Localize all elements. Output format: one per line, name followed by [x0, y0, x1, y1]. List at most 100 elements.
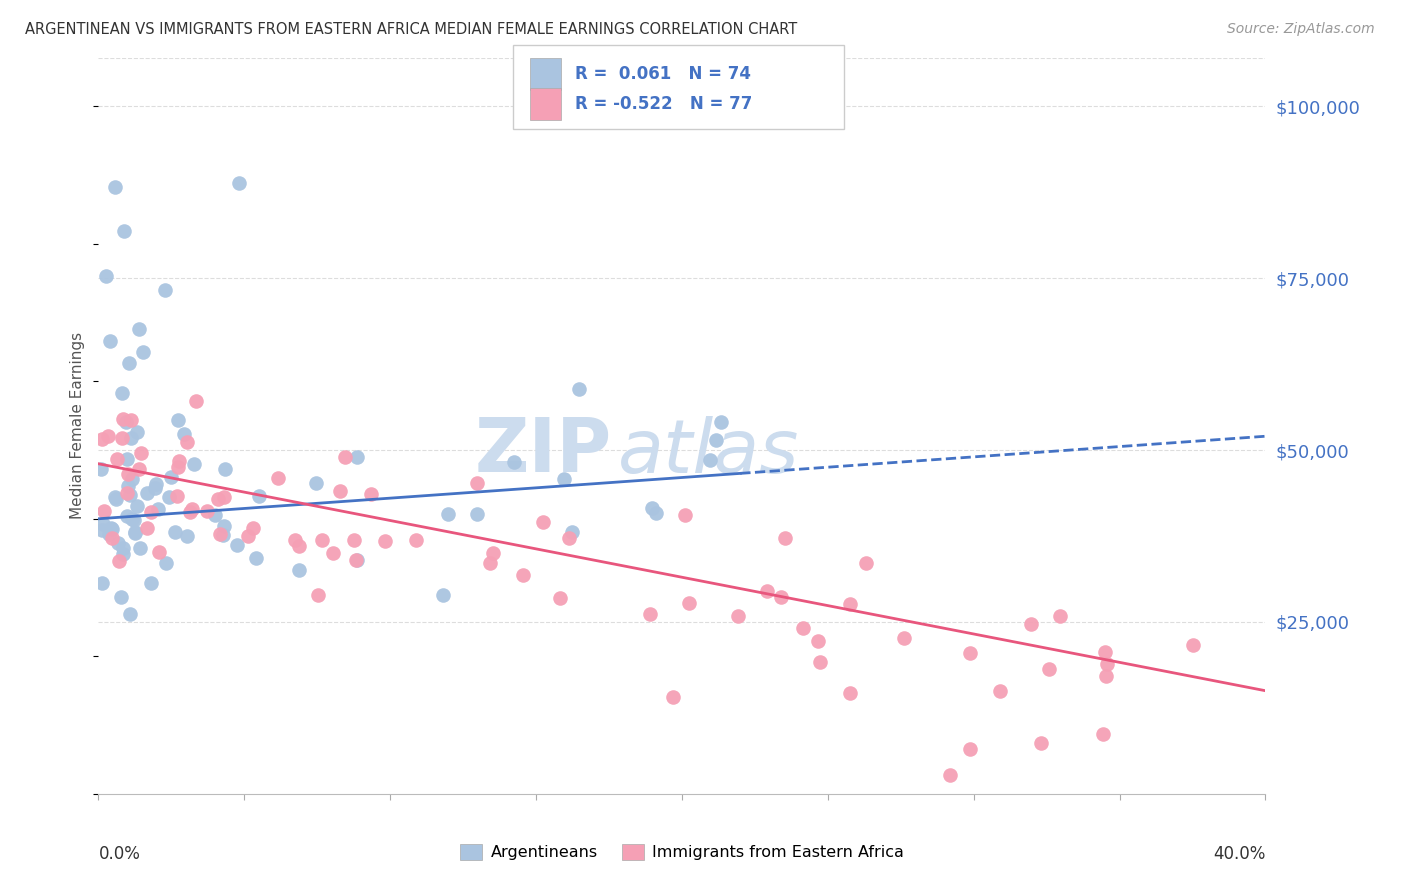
Point	[120, 431, 142, 445]
Point	[105, 452, 128, 467]
Point	[97, 527, 120, 541]
Point	[465, 475, 488, 490]
Point	[110, 431, 132, 445]
Point	[699, 453, 721, 467]
Point	[124, 524, 146, 539]
Point	[115, 451, 138, 466]
Point	[120, 488, 142, 502]
Point	[176, 434, 198, 449]
Point	[115, 415, 138, 429]
Point	[195, 504, 218, 518]
Point	[97, 429, 120, 443]
Text: R = -0.522   N = 77: R = -0.522 N = 77	[575, 95, 752, 113]
Point	[247, 489, 270, 503]
Point	[305, 476, 328, 491]
Point	[111, 547, 134, 561]
Point	[104, 490, 127, 504]
Point	[100, 334, 122, 349]
Point	[91, 523, 114, 537]
Point	[127, 425, 149, 439]
Point	[228, 176, 250, 190]
Point	[838, 597, 860, 611]
Point	[503, 455, 526, 469]
Point	[135, 521, 157, 535]
Point	[465, 507, 488, 521]
Point	[990, 683, 1012, 698]
Point	[128, 462, 150, 476]
Point	[128, 321, 150, 335]
Point	[553, 472, 575, 486]
Point	[120, 412, 142, 426]
Point	[704, 433, 727, 447]
Point	[436, 507, 458, 521]
Point	[346, 450, 368, 465]
Point	[121, 472, 143, 486]
Point	[105, 492, 128, 507]
Point	[165, 525, 187, 540]
Point	[155, 556, 177, 570]
Point	[153, 283, 176, 297]
Point	[288, 539, 311, 553]
Point	[160, 470, 183, 484]
Point	[673, 508, 696, 522]
Point	[773, 532, 796, 546]
Text: R =  0.061   N = 74: R = 0.061 N = 74	[575, 65, 751, 83]
Point	[360, 487, 382, 501]
Point	[531, 515, 554, 529]
Point	[512, 568, 534, 582]
Point	[101, 522, 124, 536]
Point	[91, 516, 114, 531]
Point	[661, 690, 683, 704]
Point	[112, 412, 135, 426]
Point	[678, 596, 700, 610]
Point	[727, 609, 749, 624]
Point	[129, 446, 152, 460]
Point	[807, 633, 830, 648]
Point	[548, 591, 571, 605]
Point	[141, 575, 163, 590]
Point	[558, 532, 581, 546]
Point	[179, 505, 201, 519]
Text: atlas: atlas	[617, 416, 799, 488]
Point	[242, 521, 264, 535]
Point	[307, 589, 329, 603]
Point	[110, 590, 132, 604]
Point	[288, 563, 311, 577]
Point	[121, 512, 143, 526]
Point	[166, 489, 188, 503]
Legend: Argentineans, Immigrants from Eastern Africa: Argentineans, Immigrants from Eastern Af…	[454, 838, 910, 867]
Point	[959, 742, 981, 756]
Point	[145, 477, 167, 491]
Point	[839, 686, 862, 700]
Point	[1092, 727, 1115, 741]
Point	[94, 269, 117, 284]
Point	[124, 525, 146, 540]
Point	[792, 621, 814, 635]
Point	[122, 513, 145, 527]
Point	[226, 538, 249, 552]
Point	[893, 631, 915, 645]
Point	[482, 546, 505, 560]
Point	[638, 607, 661, 621]
Point	[118, 356, 141, 370]
Point	[101, 531, 124, 545]
Point	[115, 485, 138, 500]
Point	[808, 655, 831, 669]
Point	[1038, 662, 1060, 676]
Point	[432, 588, 454, 602]
Point	[167, 412, 190, 426]
Text: ARGENTINEAN VS IMMIGRANTS FROM EASTERN AFRICA MEDIAN FEMALE EARNINGS CORRELATION: ARGENTINEAN VS IMMIGRANTS FROM EASTERN A…	[25, 22, 797, 37]
Point	[104, 180, 127, 194]
Point	[267, 471, 290, 485]
Point	[641, 501, 664, 516]
Point	[132, 345, 155, 359]
Point	[111, 385, 134, 400]
Point	[645, 506, 668, 520]
Point	[139, 505, 162, 519]
Point	[91, 576, 114, 591]
Point	[1181, 638, 1204, 652]
Point	[959, 646, 981, 660]
Text: Source: ZipAtlas.com: Source: ZipAtlas.com	[1227, 22, 1375, 37]
Point	[1019, 616, 1042, 631]
Point	[184, 394, 207, 409]
